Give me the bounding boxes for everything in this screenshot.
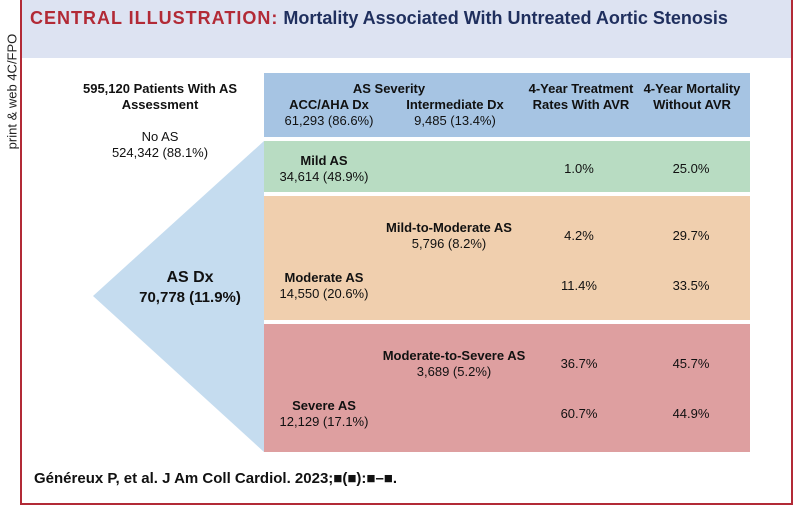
figure-title: CENTRAL ILLUSTRATION: Mortality Associat…	[30, 6, 770, 31]
row-mortality: 45.7%	[672, 356, 710, 371]
central-illustration-frame: CENTRAL ILLUSTRATION: Mortality Associat…	[20, 0, 793, 505]
intermediate-value: 9,485 (13.4%)	[414, 113, 496, 128]
row-moderate-block: Mild-to-Moderate AS 5,796 (8.2%) 4.2% 29…	[264, 196, 750, 320]
treatment-column-header: 4-Year Treatment Rates With AVR	[528, 81, 634, 112]
row-count: 12,129 (17.1%)	[279, 414, 369, 429]
row-mild-as: Mild AS 34,614 (48.9%) 1.0% 25.0%	[264, 141, 750, 192]
row-treatment: 11.4%	[561, 278, 597, 293]
no-as-value: 524,342 (88.1%)	[111, 145, 209, 160]
no-as-label: No AS	[141, 129, 179, 144]
side-label: print & web 4C/FPO	[4, 33, 20, 150]
title-header: CENTRAL ILLUSTRATION: Mortality Associat…	[22, 0, 791, 58]
row-count: 34,614 (48.9%)	[279, 169, 369, 184]
intermediate-label: Intermediate Dx	[406, 97, 504, 112]
row-treatment: 1.0%	[564, 161, 594, 176]
row-treatment: 60.7%	[560, 406, 598, 421]
row-mortality: 33.5%	[672, 278, 710, 293]
row-count: 5,796 (8.2%)	[411, 236, 487, 251]
acc-aha-label: ACC/AHA Dx	[289, 97, 369, 112]
total-patients-label: 595,120 Patients With AS Assessment	[82, 81, 237, 112]
row-count: 3,689 (5.2%)	[416, 364, 492, 379]
row-mortality: 29.7%	[672, 228, 710, 243]
acc-aha-value: 61,293 (86.6%)	[284, 113, 374, 128]
row-name: Moderate AS	[284, 270, 364, 285]
row-mortality: 44.9%	[672, 406, 710, 421]
row-name: Moderate-to-Severe AS	[382, 348, 526, 363]
row-treatment: 36.7%	[560, 356, 598, 371]
row-mortality: 25.0%	[672, 161, 710, 176]
mortality-column-header: 4-Year Mortality Without AVR	[643, 81, 741, 112]
as-severity-heading: AS Severity	[352, 81, 426, 96]
table-header-row: AS Severity ACC/AHA Dx 61,293 (86.6%) In…	[264, 73, 750, 137]
title-prefix: CENTRAL ILLUSTRATION:	[30, 8, 279, 28]
row-count: 14,550 (20.6%)	[279, 286, 369, 301]
row-name: Severe AS	[292, 398, 356, 413]
row-severe-block: Moderate-to-Severe AS 3,689 (5.2%) 36.7%…	[264, 324, 750, 452]
as-dx-label: AS Dx	[166, 269, 214, 286]
as-dx-value: 70,778 (11.9%)	[139, 289, 241, 306]
title-text: Mortality Associated With Untreated Aort…	[283, 8, 728, 28]
citation: Généreux P, et al. J Am Coll Cardiol. 20…	[34, 470, 398, 487]
funnel-shape	[93, 141, 264, 452]
row-name: Mild AS	[300, 153, 348, 168]
row-treatment: 4.2%	[564, 228, 594, 243]
row-name: Mild-to-Moderate AS	[386, 220, 512, 235]
